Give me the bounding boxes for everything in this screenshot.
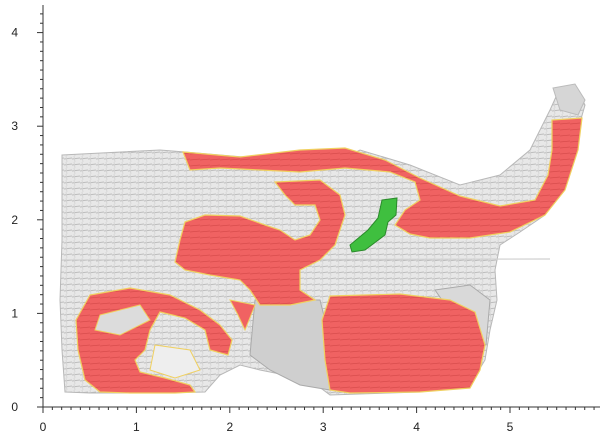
x-tick-label: 2 xyxy=(226,420,233,434)
red-regions xyxy=(75,117,583,394)
x-tick-label: 4 xyxy=(413,420,420,434)
axes: 0 1 2 3 4 5 0 1 2 3 4 xyxy=(11,5,600,434)
green-region xyxy=(349,197,398,253)
y-tick-label: 1 xyxy=(11,306,18,320)
x-tick-label: 0 xyxy=(40,420,47,434)
y-tick-label: 0 xyxy=(11,400,18,414)
x-tick-label: 5 xyxy=(507,420,514,434)
y-tick-label: 2 xyxy=(11,213,18,227)
x-tick-label: 3 xyxy=(320,420,327,434)
y-tick-label: 3 xyxy=(11,119,18,133)
x-tick-label: 1 xyxy=(133,420,140,434)
y-tick-label: 4 xyxy=(11,26,18,40)
